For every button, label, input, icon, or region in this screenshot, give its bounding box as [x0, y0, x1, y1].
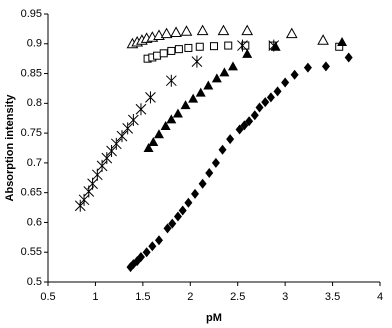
- point: [195, 42, 204, 51]
- point: [110, 137, 122, 150]
- point: [173, 211, 182, 222]
- point: [160, 120, 171, 130]
- point: [241, 24, 254, 36]
- point: [166, 114, 177, 124]
- point: [237, 39, 248, 52]
- y-tick-label: 0.7: [27, 157, 42, 169]
- point: [317, 34, 329, 45]
- point: [101, 152, 113, 165]
- point: [116, 130, 128, 143]
- y-tick-label: 0.5: [27, 276, 42, 288]
- point: [135, 103, 147, 116]
- point: [148, 137, 159, 147]
- point: [160, 27, 173, 39]
- point: [191, 55, 203, 68]
- point: [290, 69, 299, 80]
- point: [203, 80, 214, 90]
- y-tick-label: 0.55: [21, 246, 42, 258]
- point: [178, 205, 187, 216]
- point: [172, 108, 183, 118]
- y-tick-label: 0.9: [27, 38, 42, 50]
- y-axis-label: Absorption intensity: [4, 94, 16, 202]
- point: [180, 25, 193, 36]
- point: [184, 197, 193, 208]
- point: [281, 77, 290, 88]
- point: [344, 52, 353, 63]
- x-tick-label: 3.5: [325, 291, 340, 303]
- point: [128, 114, 139, 127]
- point: [143, 143, 154, 152]
- x-tick-label: 1: [92, 291, 98, 303]
- point: [217, 24, 230, 36]
- point: [180, 100, 191, 110]
- point: [163, 223, 172, 234]
- point: [184, 43, 193, 52]
- point: [165, 74, 177, 87]
- x-tick-label: 3: [282, 291, 288, 303]
- x-tick-label: 2: [187, 291, 193, 303]
- point: [167, 46, 176, 55]
- point: [227, 61, 238, 71]
- point: [168, 218, 177, 229]
- point: [170, 26, 182, 37]
- point: [273, 86, 282, 97]
- point: [191, 188, 200, 199]
- point: [235, 124, 244, 135]
- point: [224, 41, 233, 50]
- point: [285, 27, 298, 39]
- point: [255, 102, 264, 113]
- point: [188, 93, 199, 103]
- point: [321, 61, 330, 72]
- point: [145, 91, 156, 104]
- point: [219, 67, 230, 77]
- point: [242, 48, 253, 58]
- y-tick-label: 0.65: [21, 187, 42, 199]
- point: [136, 251, 145, 262]
- y-tick-label: 0.95: [21, 8, 42, 20]
- point: [205, 168, 214, 179]
- x-tick-label: 4: [377, 291, 383, 303]
- point: [195, 87, 206, 97]
- point: [153, 51, 162, 60]
- point: [270, 41, 281, 51]
- point: [211, 73, 222, 83]
- point: [337, 36, 348, 46]
- y-tick-label: 0.8: [27, 97, 42, 109]
- point: [261, 97, 270, 108]
- point: [159, 49, 168, 58]
- x-tick-label: 1.5: [135, 291, 150, 303]
- x-tick-label: 2.5: [230, 291, 245, 303]
- point: [154, 235, 163, 246]
- point: [245, 116, 254, 127]
- point: [106, 144, 117, 157]
- point: [96, 159, 108, 172]
- x-tick-label: 0.5: [40, 291, 55, 303]
- point: [196, 24, 209, 36]
- point: [142, 247, 151, 258]
- point: [211, 157, 220, 168]
- point: [250, 110, 259, 121]
- point: [226, 134, 235, 145]
- point: [153, 129, 164, 139]
- point: [218, 144, 227, 155]
- point: [266, 92, 275, 103]
- point: [210, 42, 218, 51]
- point: [174, 45, 183, 54]
- point: [148, 241, 157, 252]
- y-tick-label: 0.75: [21, 127, 42, 139]
- point: [198, 178, 207, 189]
- x-axis-label: pM: [206, 312, 222, 324]
- point: [303, 62, 312, 73]
- point: [122, 122, 134, 135]
- y-tick-label: 0.85: [21, 67, 42, 79]
- y-tick-label: 0.6: [27, 216, 42, 228]
- point: [240, 120, 249, 131]
